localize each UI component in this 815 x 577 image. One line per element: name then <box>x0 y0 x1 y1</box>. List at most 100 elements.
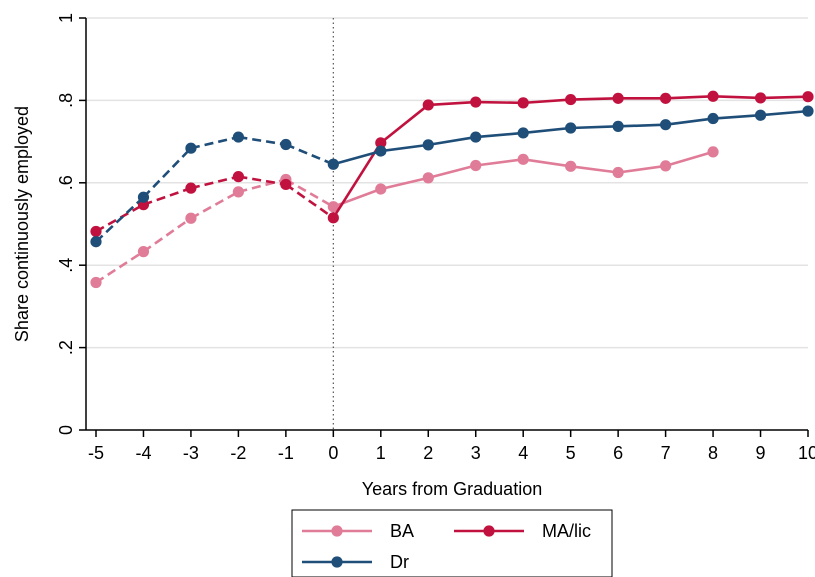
data-point <box>754 92 767 104</box>
x-axis-title: Years from Graduation <box>362 479 542 499</box>
data-point <box>280 178 292 191</box>
data-point <box>612 92 624 104</box>
x-tick-label: -1 <box>278 443 294 463</box>
data-point <box>660 119 672 131</box>
y-axis-title: Share continuously employed <box>12 106 32 342</box>
series-segment <box>712 113 761 120</box>
grid-lines <box>86 17 808 349</box>
legend-marker <box>331 525 343 537</box>
x-tick-label: -3 <box>183 443 199 463</box>
series-segment <box>190 190 240 220</box>
y-tick-label: 0 <box>56 425 76 435</box>
x-tick-label: 9 <box>756 443 766 463</box>
series-segment <box>380 176 429 191</box>
data-point <box>232 171 244 183</box>
series-layer <box>90 90 814 289</box>
series-segment <box>190 175 239 190</box>
data-point <box>327 212 339 224</box>
data-point <box>185 182 197 194</box>
series-segment <box>665 117 714 126</box>
data-point <box>137 191 150 203</box>
data-point <box>470 131 482 143</box>
y-tick-label: .6 <box>56 175 76 190</box>
series-segment <box>285 178 334 208</box>
y-tick-label: .8 <box>56 93 76 108</box>
x-tick-label: 4 <box>518 443 528 463</box>
series-segment <box>570 165 619 174</box>
x-tick-label: -2 <box>230 443 246 463</box>
data-point <box>660 92 672 104</box>
series-segment <box>760 109 809 117</box>
data-point <box>565 122 577 134</box>
series-segment <box>665 150 714 168</box>
legend-label: MA/lic <box>542 521 591 541</box>
data-point <box>707 90 719 102</box>
x-tick-label: 5 <box>566 443 576 463</box>
data-point <box>517 153 529 165</box>
legend: BA MA/lic Dr <box>291 509 613 577</box>
data-point <box>707 146 719 158</box>
series-segment <box>238 178 287 194</box>
legend-marker <box>331 556 343 568</box>
series-segment <box>760 95 809 100</box>
x-tick-label: 10 <box>798 443 815 463</box>
data-point <box>517 127 529 139</box>
series-segment <box>570 125 619 130</box>
legend-label: Dr <box>390 552 409 572</box>
series-segment <box>523 158 571 168</box>
data-point <box>232 131 244 143</box>
series-segment <box>380 143 429 153</box>
x-tick-label: 7 <box>661 443 671 463</box>
legend-marker <box>483 525 495 537</box>
series-segment <box>428 135 476 147</box>
series-segment <box>95 203 145 233</box>
series-segment <box>665 94 714 100</box>
legend-box <box>291 509 613 577</box>
series-segment <box>238 135 287 146</box>
data-point <box>90 276 102 289</box>
data-point <box>612 120 624 132</box>
data-point <box>422 139 434 151</box>
series-segment <box>475 100 524 105</box>
axes: 0 .2 .4 .6 .8 1 -5 -4 -3 -2 -1 0 1 2 3 4 5 6 7 8 9 10 <box>56 13 815 463</box>
series-segment <box>523 98 571 105</box>
data-point <box>90 236 102 248</box>
series-segment <box>428 100 476 107</box>
x-tick-label: 6 <box>613 443 623 463</box>
series-segment <box>142 217 192 253</box>
series-segment <box>332 149 382 166</box>
data-point <box>422 172 434 184</box>
legend-item: Dr <box>302 552 409 572</box>
series-segment <box>523 126 571 135</box>
data-point <box>375 183 387 195</box>
x-tick-label: -5 <box>88 443 104 463</box>
series-segment <box>285 143 334 166</box>
series-segment <box>143 186 192 206</box>
data-point <box>707 112 719 125</box>
data-point <box>660 160 672 172</box>
data-point <box>565 93 577 106</box>
data-point <box>754 109 767 121</box>
data-point <box>802 105 814 117</box>
series-segment <box>570 97 619 101</box>
data-point <box>802 91 814 103</box>
series-segment <box>475 131 524 139</box>
series-segment <box>332 187 382 208</box>
series-segment <box>190 135 239 150</box>
data-point <box>375 145 387 157</box>
series-segment <box>95 250 145 284</box>
x-tick-label: 1 <box>376 443 386 463</box>
series-2 <box>90 105 814 248</box>
series-segment <box>332 142 382 219</box>
series-segment <box>95 196 145 243</box>
data-point <box>375 137 387 149</box>
x-tick-label: 3 <box>471 443 481 463</box>
data-point <box>327 158 339 170</box>
series-segment <box>618 123 666 128</box>
series-segment <box>285 183 335 219</box>
x-tick-label: -4 <box>135 443 151 463</box>
x-tick-label: 0 <box>328 443 338 463</box>
data-point <box>137 246 150 258</box>
legend-label: BA <box>390 521 414 541</box>
